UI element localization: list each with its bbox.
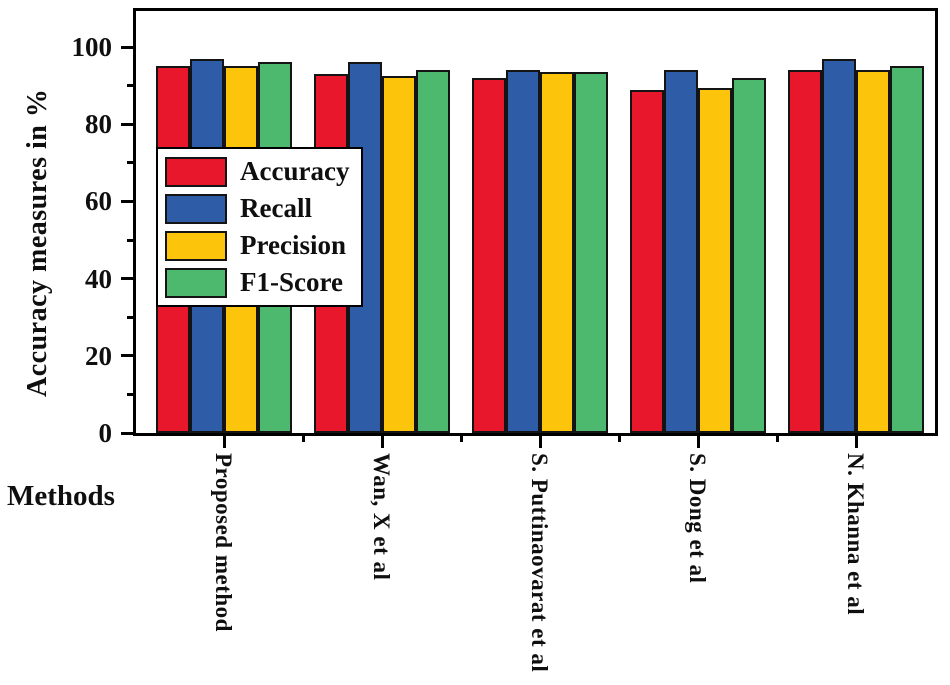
legend-label-recall: Recall bbox=[240, 193, 312, 223]
y-tick-80 bbox=[121, 122, 133, 126]
bar-precision-n-khanna-et-al bbox=[856, 70, 890, 433]
x-minor-tick bbox=[459, 436, 463, 442]
x-tick-label-wan-x-et-al: Wan, X et al bbox=[369, 453, 394, 581]
legend-row-recall: Recall bbox=[165, 193, 349, 224]
y-tick-60 bbox=[121, 199, 133, 203]
x-tick-wan-x-et-al bbox=[380, 436, 384, 448]
y-minor-tick-30 bbox=[127, 315, 133, 319]
y-minor-tick-50 bbox=[127, 238, 133, 242]
bar-precision-s-puttinaovarat-et-al bbox=[540, 72, 574, 433]
legend-swatch-f1-score bbox=[165, 267, 227, 298]
x-axis-title: Methods bbox=[7, 480, 115, 512]
y-axis-title: Accuracy measures in % bbox=[22, 88, 53, 397]
bar-f1-score-s-dong-et-al bbox=[732, 77, 766, 433]
y-minor-tick-70 bbox=[127, 161, 133, 165]
y-tick-label-40: 40 bbox=[85, 263, 112, 294]
bar-recall-s-puttinaovarat-et-al bbox=[506, 70, 540, 433]
bar-recall-wan-x-et-al bbox=[348, 62, 382, 433]
plot-area: Accuracy Recall Precision F1-Score 0 20 40 60 8… bbox=[72, 8, 938, 672]
bar-accuracy-n-khanna-et-al bbox=[788, 70, 822, 433]
x-tick-label-n-khanna-et-al: N. Khanna et al bbox=[843, 453, 868, 616]
y-tick-label-20: 20 bbox=[85, 340, 112, 371]
legend-row-precision: Precision bbox=[165, 230, 349, 261]
y-tick-label-0: 0 bbox=[98, 418, 113, 448]
legend-row-accuracy: Accuracy bbox=[165, 156, 349, 187]
y-minor-tick-90 bbox=[127, 84, 133, 88]
x-tick-n-khanna-et-al bbox=[854, 436, 858, 448]
x-tick-proposed-method bbox=[222, 436, 226, 448]
bar-f1-score-n-khanna-et-al bbox=[890, 66, 924, 433]
x-tick-s-puttinaovarat-et-al bbox=[538, 436, 542, 448]
bar-precision-s-dong-et-al bbox=[698, 87, 732, 433]
x-tick-label-s-dong-et-al: S. Dong et al bbox=[685, 453, 710, 584]
y-minor-tick-10 bbox=[127, 392, 133, 396]
bar-recall-n-khanna-et-al bbox=[822, 58, 856, 433]
y-tick-100 bbox=[121, 45, 133, 49]
legend-swatch-precision bbox=[165, 230, 227, 261]
x-minor-tick bbox=[617, 436, 621, 442]
y-tick-label-100: 100 bbox=[71, 32, 113, 62]
x-tick-s-dong-et-al bbox=[696, 436, 700, 448]
x-tick-label-proposed-method: Proposed method bbox=[211, 453, 236, 632]
bar-f1-score-wan-x-et-al bbox=[416, 70, 450, 433]
x-minor-tick bbox=[301, 436, 305, 442]
legend-swatch-accuracy bbox=[165, 156, 227, 187]
y-tick-label-80: 80 bbox=[85, 109, 112, 140]
y-tick-40 bbox=[121, 277, 133, 281]
y-tick-20 bbox=[121, 354, 133, 358]
y-tick-0 bbox=[121, 431, 133, 435]
bar-precision-wan-x-et-al bbox=[382, 75, 416, 433]
x-tick-label-s-puttinaovarat-et-al: S. Puttinaovarat et al bbox=[527, 453, 552, 673]
bar-group-wan-x-et-al bbox=[314, 62, 450, 433]
bar-accuracy-s-dong-et-al bbox=[630, 89, 664, 433]
bar-group-s-puttinaovarat-et-al bbox=[472, 70, 608, 433]
legend-label-precision: Precision bbox=[240, 230, 346, 260]
bar-group-n-khanna-et-al bbox=[788, 58, 924, 433]
bar-recall-s-dong-et-al bbox=[664, 70, 698, 433]
legend-label-accuracy: Accuracy bbox=[240, 156, 350, 186]
legend-row-f1-score: F1-Score bbox=[165, 267, 349, 298]
legend-swatch-recall bbox=[165, 193, 227, 224]
bar-f1-score-s-puttinaovarat-et-al bbox=[574, 72, 608, 433]
legend: Accuracy Recall Precision F1-Score bbox=[156, 147, 364, 307]
y-tick-label-60: 60 bbox=[85, 186, 112, 217]
bar-group-s-dong-et-al bbox=[630, 70, 766, 433]
x-minor-tick bbox=[775, 436, 779, 442]
bar-accuracy-s-puttinaovarat-et-al bbox=[472, 77, 506, 433]
legend-label-f1-score: F1-Score bbox=[240, 267, 343, 297]
